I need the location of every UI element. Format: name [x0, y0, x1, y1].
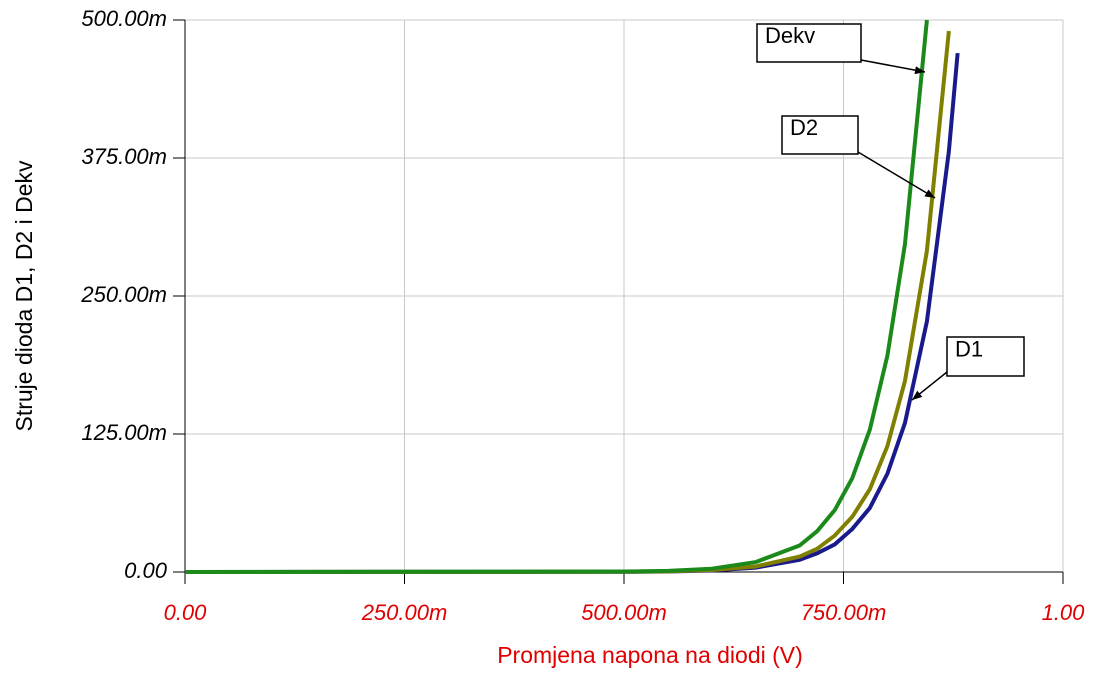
annotation-arrow [911, 371, 948, 401]
x-tick-label: 250.00m [361, 600, 448, 625]
annotation-arrow [857, 151, 936, 199]
y-tick-label: 125.00m [81, 420, 167, 445]
y-tick-label: 250.00m [80, 282, 167, 307]
y-tick-label: 375.00m [81, 144, 167, 169]
x-tick-label: 750.00m [801, 600, 887, 625]
series-line [184, 19, 929, 574]
annotation-text: D2 [790, 115, 818, 140]
annotation-text: Dekv [765, 23, 815, 48]
series-line [184, 30, 951, 574]
y-tick-label: 0.00 [124, 558, 168, 583]
x-tick-label: 0.00 [164, 600, 208, 625]
annotation-box [781, 115, 859, 155]
y-axis-title: Struje dioda D1, D2 i Dekv [11, 160, 37, 432]
x-tick-label: 1.00 [1042, 600, 1086, 625]
annotation-arrow [860, 59, 926, 75]
x-axis-title: Promjena napona na diodi (V) [497, 642, 803, 668]
annotation-box [756, 23, 862, 63]
annotation-box [946, 336, 1025, 377]
y-tick-label: 500.00m [81, 6, 167, 31]
x-tick-label: 500.00m [581, 600, 667, 625]
annotation-text: D1 [955, 336, 983, 361]
